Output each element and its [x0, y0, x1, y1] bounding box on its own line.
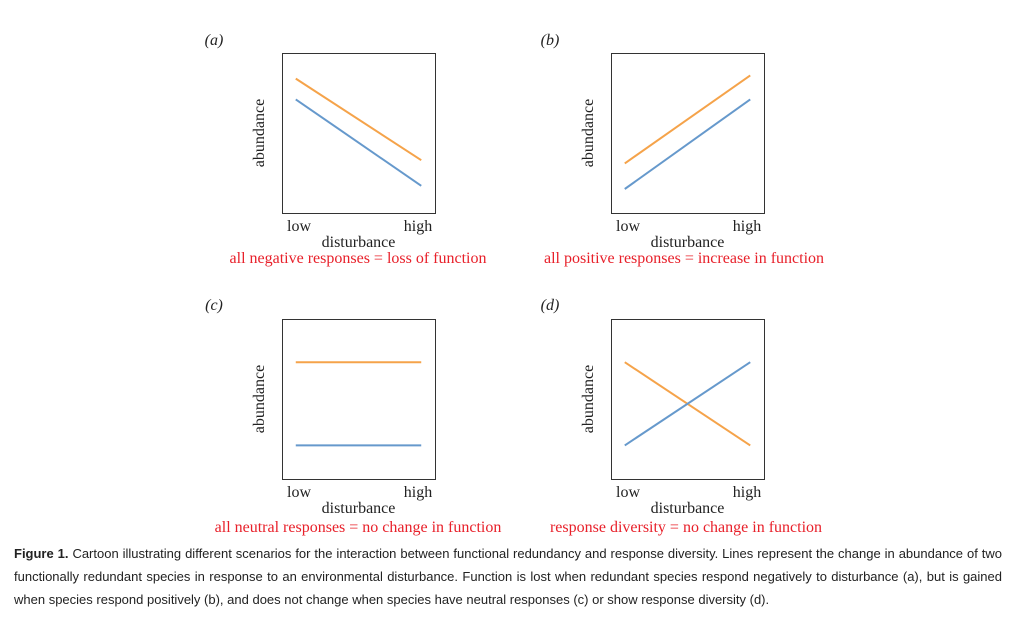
figure-caption: Figure 1. Cartoon illustrating different… — [14, 542, 1002, 611]
x-axis-label-a: disturbance — [322, 234, 396, 251]
panel-letter-c: (c) — [205, 297, 223, 314]
panel-caption-a: all negative responses = loss of functio… — [230, 250, 487, 267]
y-axis-label-a: abundance — [251, 99, 268, 167]
panel-frame-b — [611, 53, 765, 214]
x-axis-label-c: disturbance — [322, 500, 396, 517]
x-tick-high-d: high — [733, 484, 761, 501]
panel-frame-a — [282, 53, 436, 214]
panel-caption-d: response diversity = no change in functi… — [550, 519, 822, 536]
x-tick-low-b: low — [616, 218, 640, 235]
series-line-blue-a — [295, 98, 422, 187]
figure-caption-text: Cartoon illustrating different scenarios… — [14, 546, 1002, 607]
x-tick-low-a: low — [287, 218, 311, 235]
x-axis-label-d: disturbance — [651, 500, 725, 517]
panel-caption-b: all positive responses = increase in fun… — [544, 250, 824, 267]
x-tick-low-c: low — [287, 484, 311, 501]
panel-frame-c — [282, 319, 436, 480]
y-axis-label-c: abundance — [251, 365, 268, 433]
x-tick-high-a: high — [404, 218, 432, 235]
panel-letter-d: (d) — [541, 297, 560, 314]
panel-letter-b: (b) — [541, 32, 560, 49]
series-line-orange-b — [624, 74, 751, 165]
series-line-blue-d — [624, 361, 751, 447]
y-axis-label-b: abundance — [580, 99, 597, 167]
panel-caption-c: all neutral responses = no change in fun… — [215, 519, 502, 536]
figure-caption-label: Figure 1. — [14, 546, 69, 561]
x-tick-high-b: high — [733, 218, 761, 235]
y-axis-label-d: abundance — [580, 365, 597, 433]
panel-frame-d — [611, 319, 765, 480]
x-axis-label-b: disturbance — [651, 234, 725, 251]
series-line-orange-a — [295, 77, 422, 162]
panel-letter-a: (a) — [205, 32, 224, 49]
x-tick-low-d: low — [616, 484, 640, 501]
x-tick-high-c: high — [404, 484, 432, 501]
series-line-blue-b — [624, 98, 751, 190]
